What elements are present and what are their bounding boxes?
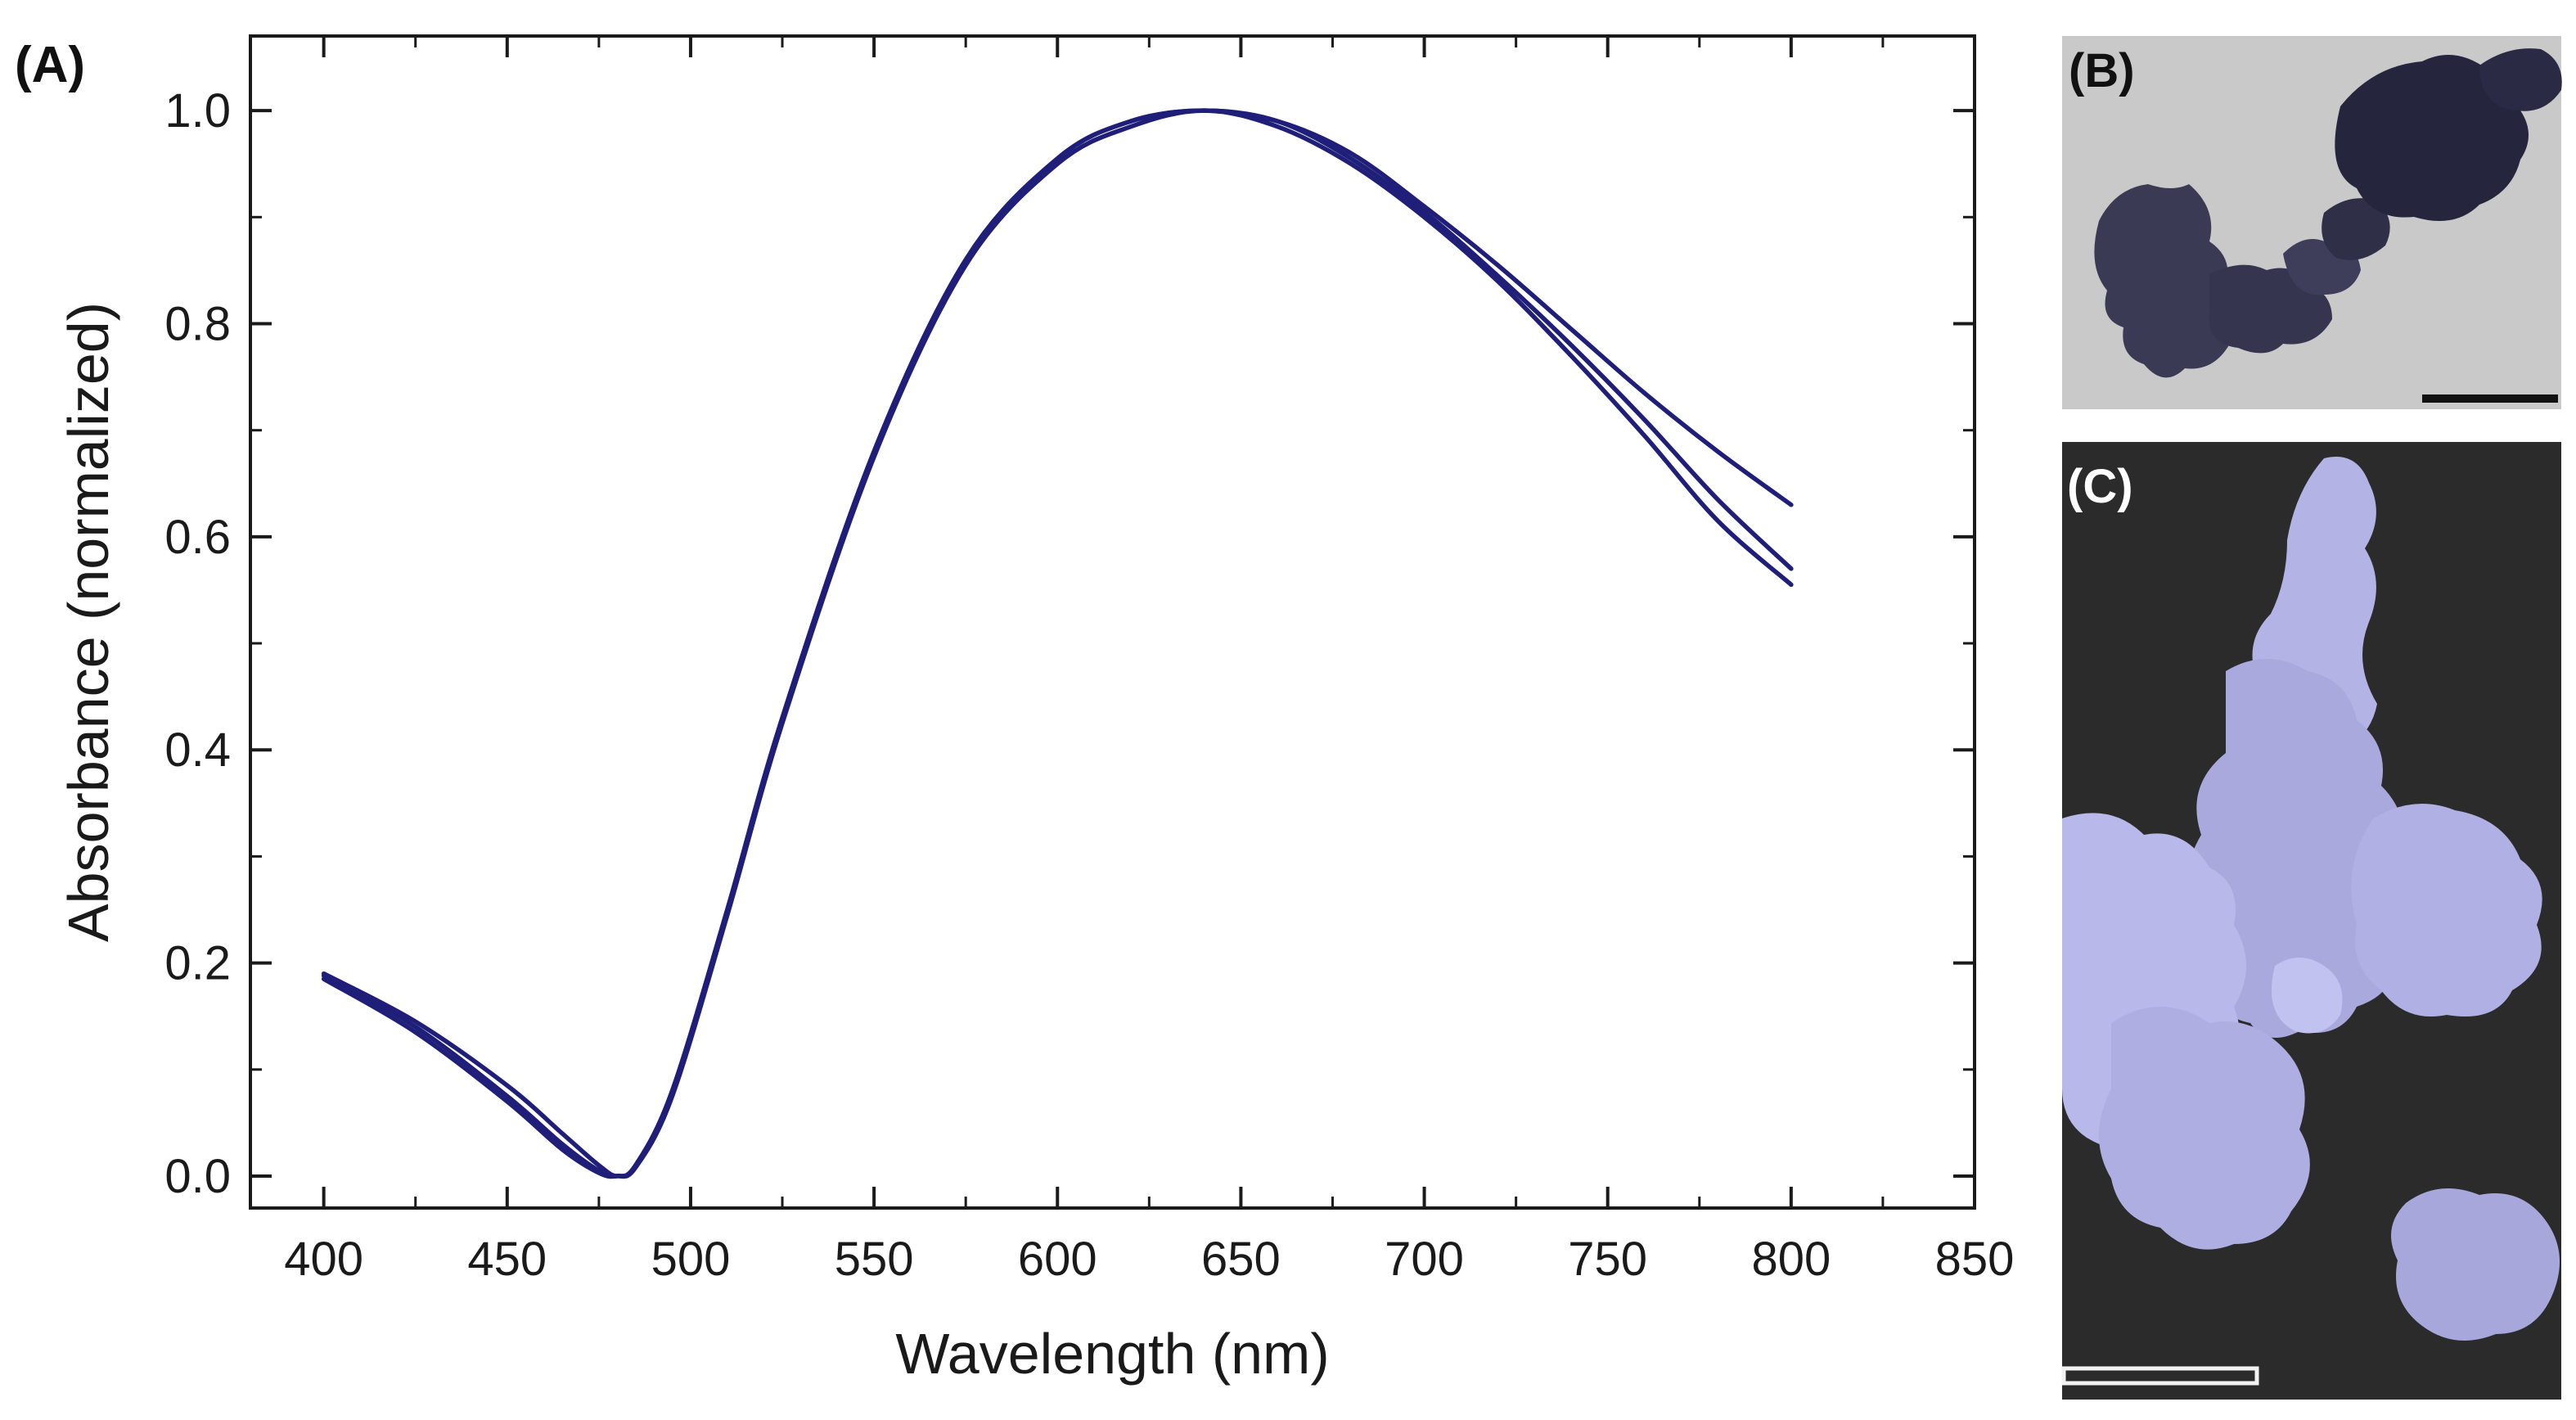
panel-b-label: (B) bbox=[2069, 44, 2135, 97]
x-tick-label: 400 bbox=[284, 1233, 363, 1286]
y-tick-label: 0.6 bbox=[164, 511, 231, 564]
x-axis-title: Wavelength (nm) bbox=[895, 1322, 1329, 1386]
x-tick-label: 650 bbox=[1201, 1233, 1281, 1286]
tem-particles bbox=[2094, 48, 2562, 378]
y-axis-title: Absorbance (normalized) bbox=[56, 302, 120, 942]
sem-scale-bar bbox=[2061, 1366, 2259, 1386]
absorbance-series-line-2 bbox=[321, 108, 1794, 1179]
sem-aggregates bbox=[2062, 457, 2560, 1341]
panel-c-sem-image: (C) bbox=[2061, 442, 2561, 1400]
absorbance-chart: 400 450 500 550 600 650 700 750 800 850 0.0 0.2 0.4 0… bbox=[56, 34, 2015, 1386]
x-tick-label: 450 bbox=[467, 1233, 547, 1286]
panel-a-label: (A) bbox=[15, 37, 85, 93]
x-tick-label: 550 bbox=[835, 1233, 914, 1286]
y-tick-label: 0.8 bbox=[164, 297, 231, 350]
y-tick-label: 0.4 bbox=[164, 724, 231, 777]
panel-c-label: (C) bbox=[2067, 460, 2133, 513]
x-tick-label: 750 bbox=[1568, 1233, 1647, 1286]
plot-frame bbox=[249, 34, 1976, 1210]
x-tick-label: 500 bbox=[651, 1233, 731, 1286]
absorbance-series-line-3 bbox=[321, 108, 1794, 1179]
x-tick-label: 800 bbox=[1751, 1233, 1831, 1286]
x-tick-label: 600 bbox=[1018, 1233, 1097, 1286]
tem-scale-bar bbox=[2422, 394, 2558, 403]
x-tick-label: 700 bbox=[1385, 1233, 1464, 1286]
absorbance-series-line-1 bbox=[321, 108, 1794, 1179]
y-tick-label: 0.2 bbox=[164, 937, 231, 990]
y-tick-label: 0.0 bbox=[164, 1150, 231, 1203]
x-tick-label: 850 bbox=[1935, 1233, 2015, 1286]
y-tick-label: 1.0 bbox=[164, 84, 231, 137]
panel-a: (A) 400 450 500 550 600 650 700 750 800 850 0.0 0.2… bbox=[15, 34, 2015, 1386]
panel-b-tem-image: (B) bbox=[2062, 36, 2562, 409]
